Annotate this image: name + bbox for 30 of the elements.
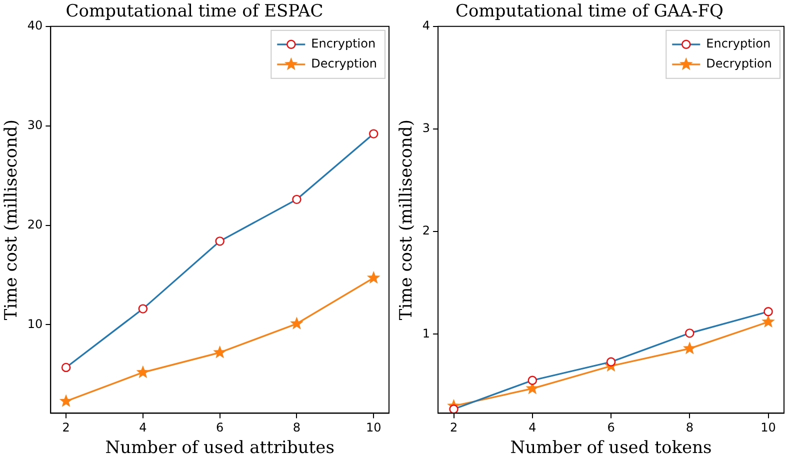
x-tick-label: 4	[139, 420, 147, 435]
legend-label: Decryption	[311, 56, 377, 71]
y-tick-label: 2	[422, 224, 430, 238]
legend-label: Decryption	[706, 56, 772, 71]
legend-label: Encryption	[706, 36, 771, 51]
x-tick-label: 8	[292, 420, 301, 435]
y-tick-label: 30	[27, 118, 43, 132]
legend-label: Encryption	[311, 36, 376, 51]
chart-title: Computational time of GAA-FQ	[456, 2, 724, 22]
chart-title: Computational time of ESPAC	[66, 2, 324, 22]
y-tick-label: 40	[27, 18, 43, 33]
point	[366, 270, 380, 284]
point	[762, 314, 775, 328]
x-tick-label: 2	[62, 420, 70, 435]
y-axis-title: Time cost (millisecond)	[2, 120, 22, 320]
y-tick-label: 10	[27, 316, 43, 331]
x-tick-label: 6	[216, 420, 224, 435]
x-tick-label: 4	[528, 420, 536, 435]
x-tick-label: 10	[366, 420, 382, 435]
y-tick-label: 1	[422, 326, 430, 340]
x-axis-title: Number of used attributes	[105, 438, 334, 458]
x-tick-label: 8	[686, 420, 694, 435]
y-tick-label: 3	[422, 121, 430, 136]
y-tick-label: 4	[422, 18, 430, 33]
y-tick-label: 20	[27, 217, 43, 232]
x-tick-label: 2	[450, 420, 458, 435]
x-tick-label: 10	[760, 420, 776, 435]
y-axis-title: Time cost (millisecond)	[396, 120, 417, 320]
x-axis-title: Number of used tokens	[510, 438, 712, 458]
x-tick-label: 6	[607, 420, 615, 435]
